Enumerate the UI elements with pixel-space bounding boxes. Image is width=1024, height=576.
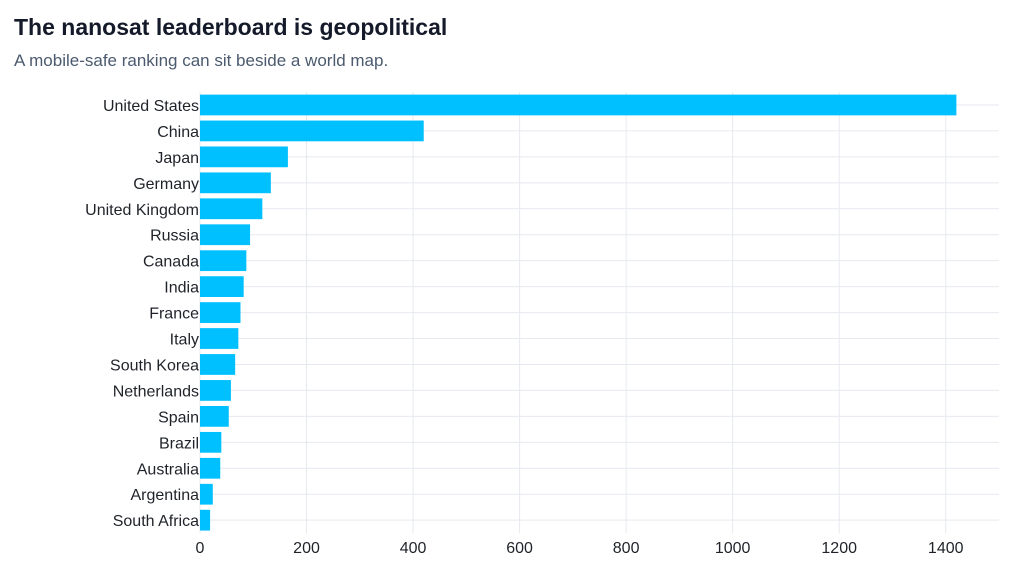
category-label: India <box>164 280 199 297</box>
bar <box>200 120 424 142</box>
bar <box>200 405 229 427</box>
x-tick-label: 1000 <box>715 540 751 557</box>
category-label: South Korea <box>110 357 199 374</box>
category-label: France <box>149 306 199 323</box>
category-label: Canada <box>143 254 199 271</box>
category-label: United Kingdom <box>85 202 199 219</box>
x-tick-label: 200 <box>293 540 320 557</box>
x-tick-label: 1200 <box>821 540 857 557</box>
x-tick-label: 400 <box>400 540 427 557</box>
category-label: Russia <box>150 228 199 245</box>
category-label: Italy <box>170 332 199 349</box>
bar <box>200 172 271 194</box>
category-label: Netherlands <box>113 383 199 400</box>
category-label: China <box>157 124 199 141</box>
category-label: Germany <box>133 176 199 193</box>
bar <box>200 224 251 246</box>
bars <box>200 94 957 531</box>
bar <box>200 354 236 375</box>
category-label: Brazil <box>159 435 199 452</box>
chart-subtitle: A mobile-safe ranking can sit beside a w… <box>14 51 389 70</box>
chart-title: The nanosat leaderboard is geopolitical <box>14 14 448 40</box>
grid-lines <box>199 92 999 534</box>
bar <box>200 509 211 531</box>
bar <box>200 146 288 168</box>
bar <box>200 198 263 220</box>
bar <box>200 457 221 479</box>
category-label: Argentina <box>131 487 200 504</box>
category-label: Spain <box>158 409 199 426</box>
category-label: Japan <box>155 150 199 167</box>
x-tick-label: 1400 <box>928 540 964 557</box>
category-label: South Africa <box>113 513 199 530</box>
bar <box>200 250 247 272</box>
bar <box>200 380 231 401</box>
bar <box>200 276 244 298</box>
category-label: United States <box>103 98 199 115</box>
x-axis-ticks: 0 200 400 600 800 1000 1200 1400 <box>196 540 964 557</box>
bar <box>200 431 222 453</box>
category-labels: United States China Japan Germany United Kin… <box>85 98 199 530</box>
x-tick-label: 600 <box>506 540 533 557</box>
bar <box>200 483 213 505</box>
bar <box>200 302 241 323</box>
x-tick-label: 800 <box>613 540 640 557</box>
bar <box>200 94 957 116</box>
x-tick-label: 0 <box>196 540 205 557</box>
category-label: Australia <box>137 461 199 478</box>
bar <box>200 328 239 349</box>
